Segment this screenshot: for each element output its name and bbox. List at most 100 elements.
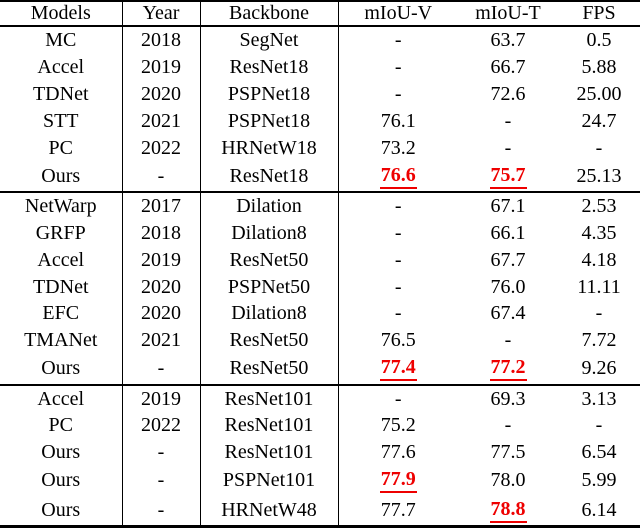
table-row: TDNet 2020 PSPNet18 - 72.6 25.00 [0, 80, 640, 108]
cell-model: Ours [0, 439, 123, 467]
cell-fps: 7.72 [581, 329, 617, 352]
cell-miou-v: - [394, 302, 402, 325]
cell-miou-t: 67.1 [490, 194, 526, 217]
table-row: Accel 2019 ResNet18 - 66.7 5.88 [0, 54, 640, 81]
cell-backbone: PSPNet18 [200, 80, 339, 108]
table-row: Accel 2019 ResNet101 - 69.3 3.13 [0, 384, 640, 413]
cell-miou-v: 75.2 [380, 414, 416, 437]
cell-model: Ours [0, 161, 123, 192]
table-row: EFC 2020 Dilation8 - 67.4 - [0, 300, 640, 328]
cell-fps: 11.11 [577, 275, 621, 298]
cell-miou-v: 77.4 [338, 354, 458, 384]
cell-miou-t: 67.4 [490, 302, 526, 325]
cell-fps: 9.26 [581, 357, 617, 380]
cell-year: - [122, 161, 201, 192]
cell-year: - [122, 439, 201, 467]
cell-fps: 2.53 [581, 194, 617, 217]
cell-miou-t: - [504, 136, 512, 159]
cell-miou-t: - [504, 414, 512, 437]
cell-model: Accel [0, 384, 123, 413]
table-row: MC 2018 SegNet - 63.7 0.5 [0, 26, 640, 55]
cell-miou-v: 77.9 [338, 466, 458, 495]
table-row: NetWarp 2017 Dilation - 67.1 2.53 [0, 191, 640, 220]
cell-year: 2021 [122, 107, 201, 135]
cell-fps: 24.7 [581, 109, 617, 132]
cell-backbone: ResNet101 [200, 412, 339, 440]
cell-miou-v: 76.5 [380, 329, 416, 352]
table-row: Ours - HRNetW48 77.7 78.8 6.14 [0, 495, 640, 527]
cell-year: 2017 [122, 191, 201, 220]
cell-model: STT [0, 107, 123, 135]
cell-backbone: ResNet50 [200, 246, 339, 274]
cell-year: 2022 [122, 412, 201, 440]
cell-backbone: Dilation [200, 191, 339, 220]
cell-miou-t: 72.6 [490, 82, 526, 105]
cell-model: PC [0, 412, 123, 440]
cell-year: 2021 [122, 327, 201, 355]
cell-miou-v: 76.6 [338, 161, 458, 191]
table-row: Ours - PSPNet101 77.9 78.0 5.99 [0, 466, 640, 496]
cell-backbone: ResNet50 [200, 354, 339, 385]
best-value-highlight: 76.6 [379, 164, 417, 189]
cell-miou-t: 66.1 [490, 221, 526, 244]
cell-miou-v: - [394, 387, 402, 410]
cell-miou-t: 76.0 [490, 275, 526, 298]
cell-model: EFC [0, 300, 123, 328]
cell-backbone: PSPNet18 [200, 107, 339, 135]
cell-model: MC [0, 26, 123, 55]
cell-fps: - [595, 302, 603, 325]
cell-backbone: PSPNet50 [200, 273, 339, 301]
cell-model: Ours [0, 495, 123, 527]
cell-year: - [122, 354, 201, 385]
col-header-miou-t: mIoU-T [475, 2, 541, 24]
col-header-backbone: Backbone [200, 1, 339, 26]
best-value-highlight: 77.2 [489, 357, 527, 382]
table-row: Ours - ResNet101 77.6 77.5 6.54 [0, 439, 640, 467]
cell-year: 2022 [122, 134, 201, 162]
cell-backbone: ResNet18 [200, 54, 339, 81]
cell-fps: 4.35 [581, 221, 617, 244]
cell-model: Accel [0, 246, 123, 274]
cell-year: 2018 [122, 26, 201, 55]
table-row: GRFP 2018 Dilation8 - 66.1 4.35 [0, 219, 640, 247]
cell-backbone: HRNetW48 [200, 495, 339, 527]
cell-miou-v: - [394, 221, 402, 244]
table-row: PC 2022 HRNetW18 73.2 - - [0, 134, 640, 162]
cell-fps: 6.54 [581, 441, 617, 464]
cell-miou-t: 77.2 [458, 354, 558, 384]
cell-miou-v: 73.2 [380, 136, 416, 159]
table-row: Accel 2019 ResNet50 - 67.7 4.18 [0, 246, 640, 274]
cell-miou-t: 78.8 [458, 495, 558, 526]
cell-miou-v: - [394, 275, 402, 298]
col-header-year: Year [122, 1, 201, 26]
cell-miou-t: 77.5 [490, 441, 526, 464]
cell-fps: 5.99 [581, 469, 617, 492]
cell-year: 2019 [122, 54, 201, 81]
cell-backbone: Dilation8 [200, 219, 339, 247]
table-row: PC 2022 ResNet101 75.2 - - [0, 412, 640, 440]
cell-model: GRFP [0, 219, 123, 247]
best-value-highlight: 77.9 [379, 469, 417, 494]
cell-year: 2019 [122, 246, 201, 274]
cell-year: 2019 [122, 384, 201, 413]
cell-backbone: ResNet18 [200, 161, 339, 192]
cell-miou-v: 77.6 [380, 441, 416, 464]
header-row: Models Year Backbone mIoU-V mIoU-T FPS [0, 1, 640, 26]
cell-miou-t: 75.7 [458, 161, 558, 191]
cell-year: 2020 [122, 273, 201, 301]
cell-model: TDNet [0, 80, 123, 108]
cell-miou-t: 63.7 [490, 29, 526, 52]
best-value-highlight: 78.8 [489, 498, 527, 523]
col-header-models: Models [0, 1, 123, 26]
cell-model: Ours [0, 466, 123, 496]
cell-fps: 0.5 [586, 29, 612, 52]
cell-miou-t: 78.0 [490, 469, 526, 492]
table-body: MC 2018 SegNet -63.7 0.5 Accel 2019 ResNet18-66… [0, 26, 640, 527]
cell-miou-v: - [394, 248, 402, 271]
cell-fps: 25.13 [576, 164, 622, 187]
table-row: Ours - ResNet50 77.4 77.2 9.26 [0, 354, 640, 385]
cell-model: Accel [0, 54, 123, 81]
cell-fps: 4.18 [581, 248, 617, 271]
